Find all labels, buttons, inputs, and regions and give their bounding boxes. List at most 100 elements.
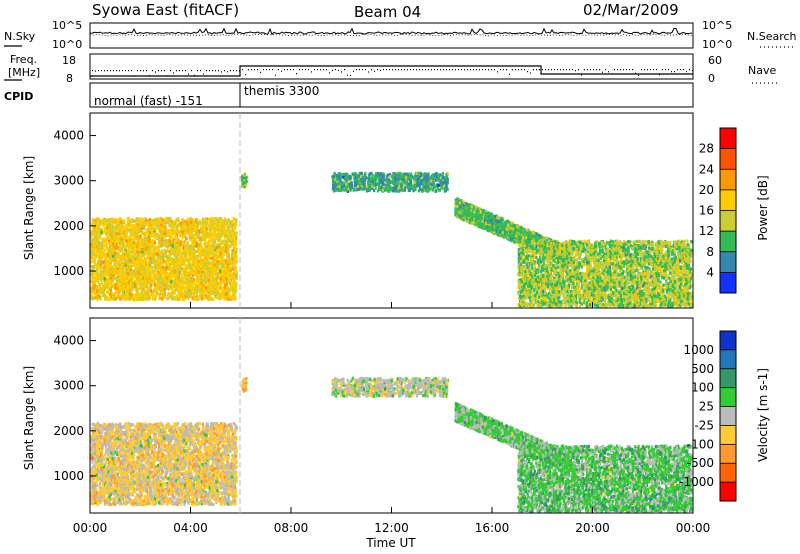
nave-point: [137, 70, 138, 71]
beam-label: Beam 04: [354, 3, 421, 21]
nave-point: [251, 69, 252, 70]
nave-point: [413, 69, 414, 70]
noise-right-tick-top: 10^5: [702, 19, 732, 32]
nave-point: [173, 72, 174, 73]
nave-point: [275, 75, 276, 76]
nave-point: [590, 69, 591, 70]
nave-point: [128, 70, 129, 71]
nave-point: [131, 70, 132, 71]
data-cell: [231, 254, 233, 257]
nave-point: [101, 70, 102, 71]
nave-point: [476, 69, 477, 70]
nave-point: [518, 69, 519, 70]
nave-point: [317, 69, 318, 70]
nave-point: [233, 70, 234, 71]
nave-point: [545, 69, 546, 70]
nave-point: [647, 69, 648, 70]
nave-point: [575, 70, 576, 71]
nave-point: [98, 70, 99, 71]
rti-plot: Syowa East (fitACF) Beam 04 02/Mar/2009 …: [0, 0, 800, 554]
nave-point: [611, 73, 612, 74]
nave-point: [422, 69, 423, 70]
nave-point: [524, 69, 525, 70]
nave-point: [164, 70, 165, 71]
nave-point: [236, 70, 237, 71]
nave-point: [599, 69, 600, 70]
nave-point: [272, 69, 273, 70]
nave-point: [188, 74, 189, 75]
nave-point: [125, 70, 126, 71]
nave-point: [191, 70, 192, 71]
nave-point: [392, 69, 393, 70]
nave-point: [431, 69, 432, 70]
nave-point: [479, 69, 480, 70]
nave-point: [170, 70, 171, 71]
noise-sky-line: [90, 28, 692, 34]
nave-point: [284, 69, 285, 70]
nave-point: [437, 69, 438, 70]
nave-point: [377, 69, 378, 70]
nave-point: [155, 71, 156, 72]
nave-point: [329, 72, 330, 73]
noise-right-tick-bottom: 10^0: [702, 38, 732, 51]
power-scatter: [90, 172, 693, 308]
nave-point: [263, 69, 264, 70]
nave-point: [389, 69, 390, 70]
nave-point: [215, 70, 216, 71]
nave-point: [425, 69, 426, 70]
nave-point: [113, 70, 114, 71]
nave-point: [224, 70, 225, 71]
nave-point: [560, 69, 561, 70]
nave-point: [134, 76, 135, 77]
data-cell: [91, 256, 93, 259]
noise-trace: [90, 28, 693, 36]
freq-left-tick-bottom: 8: [66, 72, 73, 85]
nave-point: [443, 69, 444, 70]
nave-point: [416, 69, 417, 70]
nave-point: [293, 69, 294, 70]
nave-point: [380, 70, 381, 71]
nave-label: Nave: [748, 64, 776, 77]
nave-point: [527, 71, 528, 72]
nave-point: [581, 74, 582, 75]
nave-point: [449, 69, 450, 70]
nave-point: [656, 69, 657, 70]
nave-point: [230, 70, 231, 71]
freq-left-tick-top: 18: [62, 54, 76, 67]
nave-point: [551, 69, 552, 70]
nave-point: [500, 69, 501, 70]
nave-point: [203, 73, 204, 74]
nave-point: [158, 70, 159, 71]
nave-point: [278, 69, 279, 70]
nave-point: [197, 70, 198, 71]
nave-point: [269, 69, 270, 70]
nave-point: [122, 70, 123, 71]
station-title: Syowa East (fitACF): [92, 1, 239, 19]
freq-right-tick-bottom: 0: [708, 72, 715, 85]
nave-point: [398, 69, 399, 70]
nave-point: [104, 70, 105, 71]
nave-point: [146, 70, 147, 71]
nave-point: [302, 69, 303, 70]
nave-point: [218, 70, 219, 71]
nave-point: [689, 69, 690, 70]
nave-point: [428, 69, 429, 70]
noise-search-line: [90, 34, 693, 36]
nave-point: [419, 69, 420, 70]
nave-point: [212, 70, 213, 71]
nave-point: [266, 69, 267, 70]
nave-point: [653, 69, 654, 70]
nave-point: [254, 69, 255, 70]
nave-point: [683, 69, 684, 70]
nave-point: [257, 69, 258, 70]
noise-right-label: N.Search: [747, 30, 797, 43]
nave-point: [140, 70, 141, 71]
nave-point: [185, 70, 186, 71]
noise-left-tick-bottom: 10^0: [52, 38, 82, 51]
nave-point: [368, 71, 369, 72]
freq-trace: [90, 66, 693, 77]
cpid-mode-1: normal (fast) -151: [94, 94, 203, 108]
nave-point: [227, 71, 228, 72]
nave-point: [497, 71, 498, 72]
nave-point: [305, 69, 306, 70]
